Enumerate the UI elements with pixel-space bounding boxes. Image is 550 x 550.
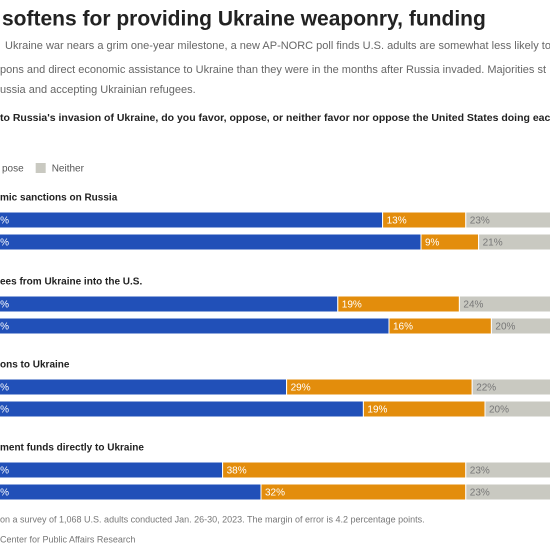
bar-segment [465,211,550,229]
value-label: 16% [393,322,413,333]
value-label: % [0,466,9,477]
value-label: % [0,405,9,416]
value-label: 23% [470,466,490,477]
subtitle: ussia and accepting Ukrainian refugees. [0,84,196,96]
value-label: % [0,383,9,394]
value-label: 9% [425,238,440,249]
bar-segment [0,317,390,335]
value-label: 29% [291,383,311,394]
value-label: 21% [483,238,503,249]
bar-segment [478,233,550,251]
group-label: mic sanctions on Russia [0,193,118,204]
bar-segment [458,295,550,313]
subtitle: pons and direct economic assistance to U… [0,64,546,76]
subtitle: Ukraine war nears a grim one-year milest… [5,40,550,52]
value-label: 24% [463,300,483,311]
value-label: 13% [387,216,407,227]
footnote: on a survey of 1,068 U.S. adults conduct… [0,514,425,524]
bar-segment [465,461,550,479]
value-label: % [0,488,9,499]
value-label: % [0,238,9,249]
legend-swatch [35,163,46,173]
bar-segment [0,233,422,251]
chart-title: softens for providing Ukraine weaponry, … [2,8,486,31]
value-label: 19% [342,300,362,311]
bar-segment [260,483,467,501]
question: to Russia's invasion of Ukraine, do you … [0,112,550,124]
value-label: 20% [495,322,515,333]
source: Center for Public Affairs Research [0,534,135,544]
group-label: ment funds directly to Ukraine [0,443,144,454]
bar-segment [222,461,467,479]
group-label: ees from Ukraine into the U.S. [0,277,142,288]
legend-label: Neither [52,164,85,175]
bar-segment [490,317,550,335]
legend-label: pose [2,164,24,175]
bar-segment [286,378,473,396]
bar-segment [0,211,384,229]
value-label: % [0,322,9,333]
bar-segment [0,400,364,418]
bar-segment [0,483,262,501]
bar-segment [0,378,288,396]
value-label: 23% [470,216,490,227]
bar-segment [0,461,224,479]
value-label: 22% [476,383,496,394]
value-label: % [0,216,9,227]
value-label: 20% [489,405,509,416]
bar-segment [484,400,550,418]
value-label: 38% [227,466,247,477]
bar-segment [471,378,550,396]
value-label: 23% [470,488,490,499]
value-label: % [0,300,9,311]
value-label: 32% [265,488,285,499]
group-label: ons to Ukraine [0,360,70,371]
bar-segment [0,295,339,313]
bar-segment [465,483,550,501]
value-label: 19% [367,405,387,416]
